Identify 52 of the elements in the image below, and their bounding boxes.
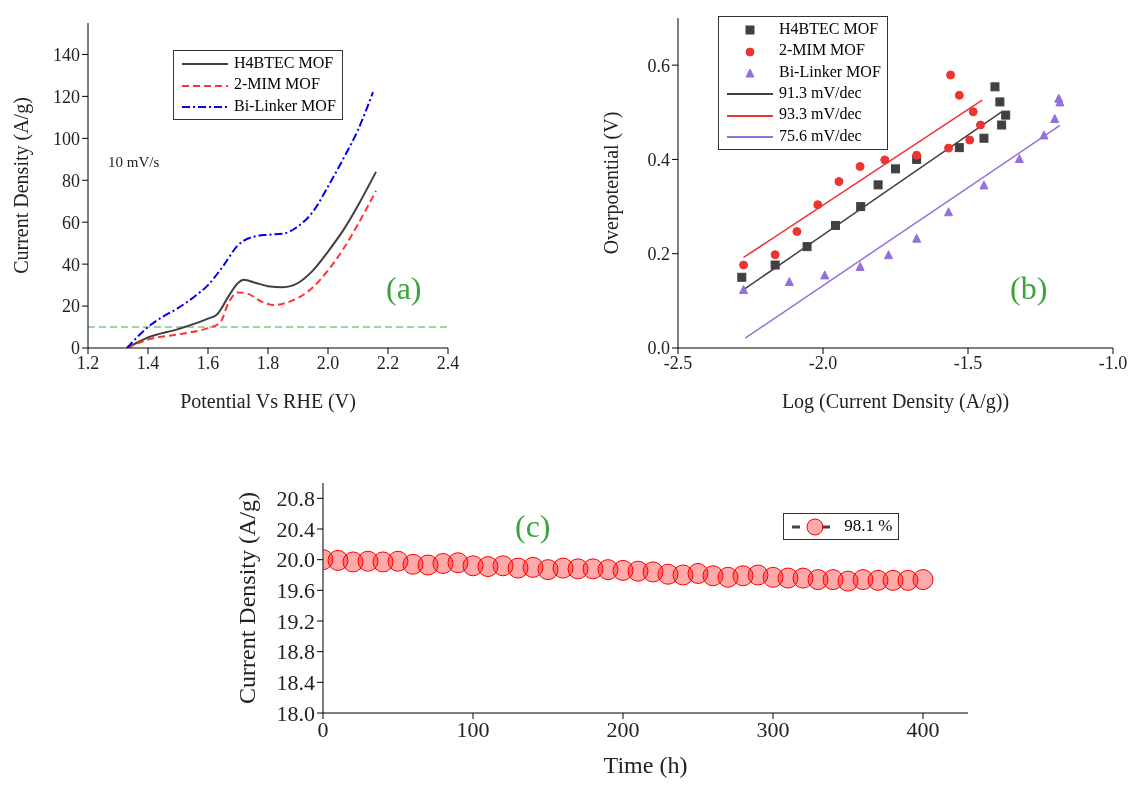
legend-label: Bi-Linker MOF — [779, 62, 881, 80]
x-axis-title: Log (Current Density (A/g)) — [781, 390, 1010, 413]
x-tick-label: 400 — [906, 716, 940, 742]
y-tick-label: 20.4 — [276, 516, 315, 542]
y-tick-label: 20 — [62, 296, 80, 317]
x-tick-label: 1.6 — [196, 352, 220, 373]
y-tick-label: 19.2 — [276, 608, 315, 634]
x-tick-label: 2.0 — [316, 352, 340, 373]
y-tick-label: 0.4 — [647, 149, 670, 170]
y-tick-label: 40 — [62, 254, 80, 275]
x-tick-label: 1.8 — [256, 352, 280, 373]
y-axis-title: Current Density (A/g) — [233, 492, 260, 704]
y-tick-label: 18.4 — [276, 670, 315, 696]
x-tick-label: -2.0 — [808, 352, 838, 373]
y-tick-label: 20.0 — [276, 547, 315, 573]
y-tick-label: 0.6 — [647, 55, 670, 76]
y-tick-label: 100 — [53, 128, 80, 149]
y-tick-label: 60 — [62, 212, 80, 233]
x-tick-label: -1.5 — [953, 352, 983, 373]
y-tick-label: 0.2 — [647, 244, 670, 265]
y-tick-label: 120 — [53, 86, 80, 107]
y-tick-label: 140 — [53, 44, 80, 65]
x-tick-label: 2.2 — [376, 352, 400, 373]
y-tick-label: 18.0 — [276, 700, 315, 726]
annotation: 10 mV/s — [108, 154, 160, 171]
legend-label: 75.6 mV/dec — [779, 126, 862, 144]
annotation: (c) — [515, 508, 551, 545]
x-tick-label: 1.4 — [136, 352, 160, 373]
x-tick-label: 200 — [606, 716, 640, 742]
legend-label: 98.1 % — [844, 516, 893, 535]
legend-label: H4BTEC MOF — [234, 54, 334, 71]
y-tick-label: 80 — [62, 170, 80, 191]
annotation: (b) — [1010, 270, 1048, 307]
y-tick-label: 0.0 — [647, 338, 670, 359]
y-axis-title: Current Density (A/g) — [10, 97, 34, 274]
annotation: (a) — [386, 270, 422, 307]
y-axis-title: Overpotential (V) — [600, 111, 624, 255]
legend-label: 2-MIM MOF — [234, 75, 320, 93]
y-tick-label: 19.6 — [276, 578, 315, 604]
x-tick-label: 2.4 — [436, 352, 460, 373]
legend-label: Bi-Linker MOF — [234, 96, 336, 114]
legend-label: 93.3 mV/dec — [779, 105, 862, 123]
legend-label: H4BTEC MOF — [779, 20, 879, 37]
x-tick-label: 300 — [756, 716, 790, 742]
y-tick-label: 18.8 — [276, 639, 315, 665]
x-tick-label: 100 — [456, 716, 490, 742]
x-axis-title: Time (h) — [603, 752, 688, 778]
x-tick-label: -1.0 — [1098, 352, 1128, 373]
x-axis-title: Potential Vs RHE (V) — [180, 390, 356, 413]
legend-label: 91.3 mV/dec — [779, 83, 862, 101]
y-tick-label: 20.8 — [276, 486, 315, 512]
legend-label: 2-MIM MOF — [779, 41, 865, 59]
